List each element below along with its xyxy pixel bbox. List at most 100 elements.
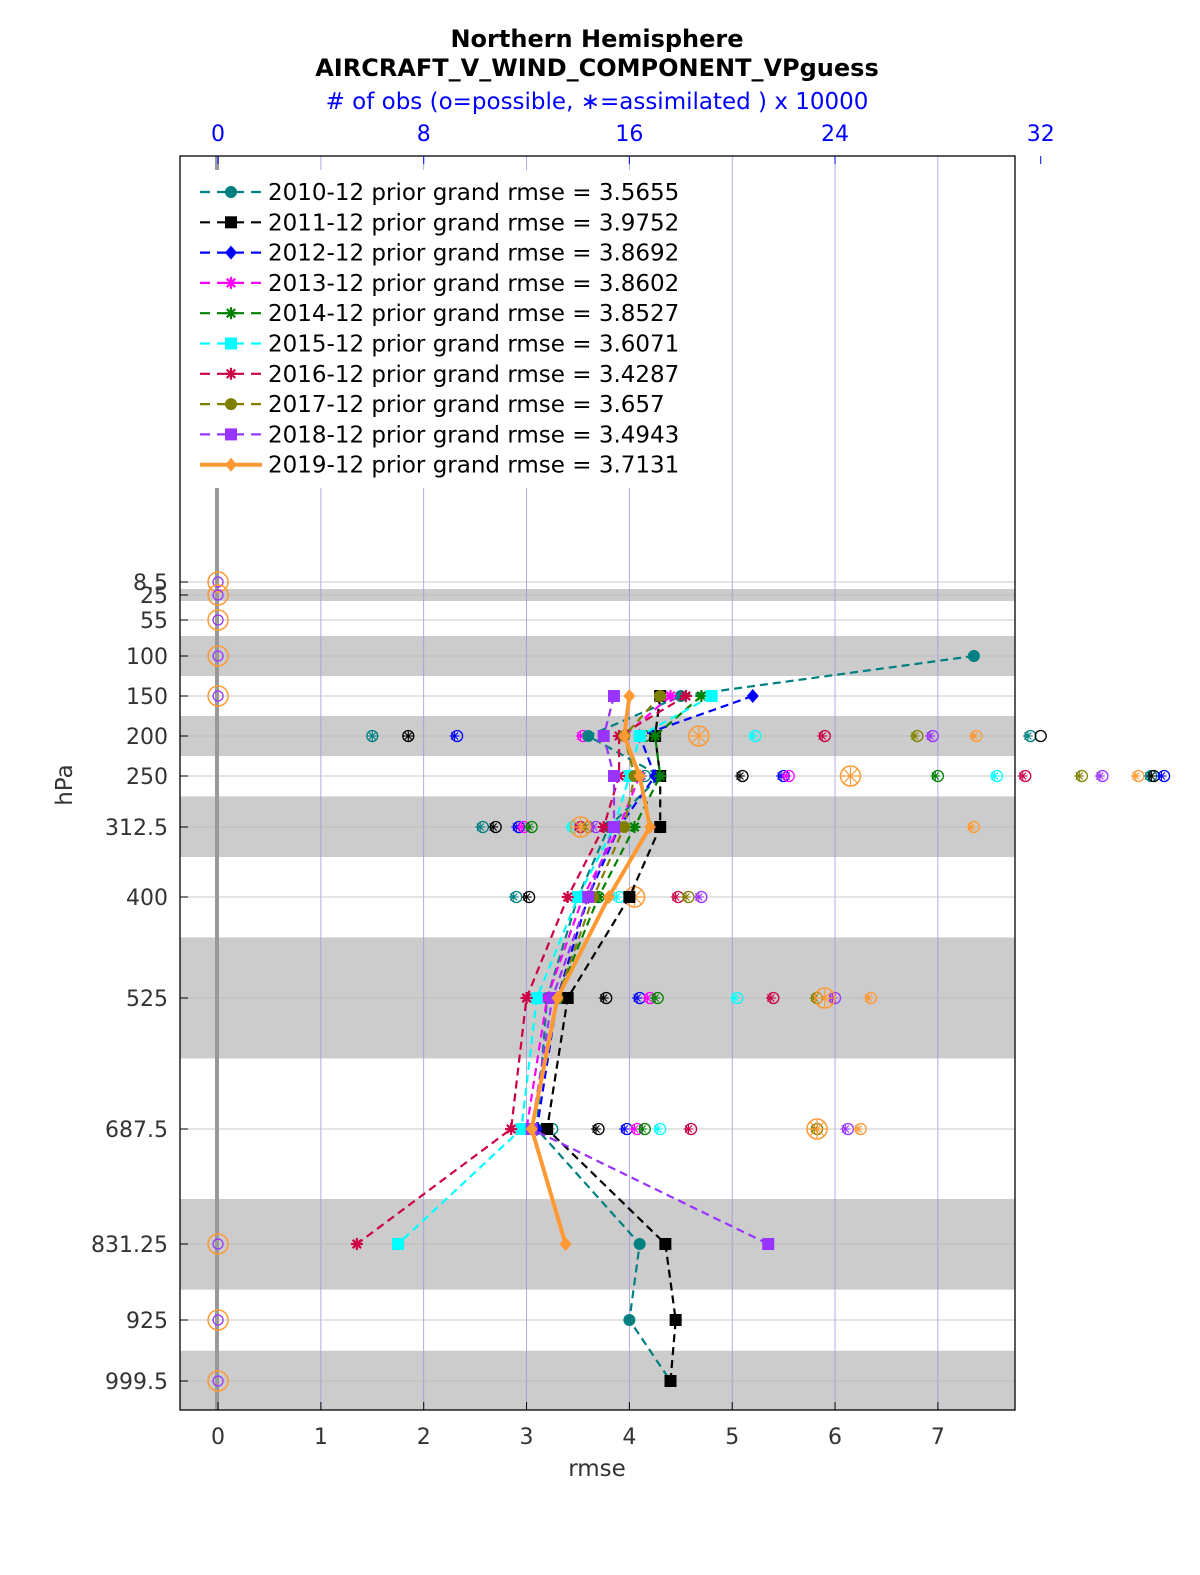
legend-item: 2011-12 prior grand rmse = 3.9752	[200, 210, 679, 236]
obs-assimilated	[652, 1124, 663, 1134]
obs-assimilated	[650, 993, 661, 1003]
y-tick-label: 312.5	[105, 816, 168, 841]
data-point	[530, 992, 543, 1004]
obs-assimilated	[680, 892, 691, 902]
top-tick-label: 0	[211, 122, 225, 147]
obs-stroke	[525, 823, 534, 831]
y-tick-label: 687.5	[105, 1118, 168, 1143]
legend-box	[190, 170, 730, 488]
data-point	[705, 690, 718, 702]
legend-item: 2014-12 prior grand rmse = 3.8527	[200, 301, 679, 327]
x-axis-label: rmse	[568, 1456, 626, 1482]
point-core	[228, 371, 234, 377]
data-point	[561, 992, 574, 1004]
legend-item: 2019-12 prior grand rmse = 3.7131	[200, 453, 679, 479]
obs-stroke	[748, 732, 757, 740]
data-point	[649, 730, 662, 742]
obs-possible-zero	[207, 1233, 229, 1255]
obs-assimilated	[1022, 731, 1033, 741]
series-line	[529, 695, 653, 1245]
point-core	[564, 894, 571, 900]
data-point	[679, 690, 692, 702]
data-point	[664, 690, 677, 702]
obs-possible-zero	[207, 1370, 229, 1392]
data-point	[695, 690, 708, 702]
y-tick-label: 25	[140, 584, 168, 609]
point-core	[631, 824, 638, 830]
series-2019-12	[525, 689, 656, 1251]
obs-assimilated	[925, 731, 936, 741]
obs-possible-small	[212, 690, 224, 702]
obs-assimilated	[747, 731, 758, 741]
obs-assimilated	[683, 1124, 694, 1134]
obs-stroke	[653, 1125, 662, 1133]
obs-assimilated	[632, 993, 643, 1003]
obs-stroke	[620, 1125, 629, 1133]
obs-assimilated	[989, 771, 1000, 781]
obs-assimilated	[521, 892, 532, 902]
obs-assimilated-total	[808, 1120, 827, 1138]
y-tick-label: 8.5	[133, 571, 168, 596]
obs-stroke	[489, 823, 498, 831]
y-tick-label: 400	[126, 886, 168, 911]
obs-assimilated	[403, 731, 414, 741]
data-point	[607, 690, 620, 702]
point-core	[600, 824, 607, 830]
obs-assimilated	[637, 1124, 648, 1134]
y-tick-label: 999.5	[105, 1370, 168, 1395]
data-point	[225, 428, 237, 441]
data-point	[633, 730, 646, 742]
obs-stroke	[612, 893, 621, 901]
series-2012-12	[530, 689, 759, 1136]
obs-stroke	[684, 1125, 693, 1133]
obs-stroke	[841, 1125, 850, 1133]
legend-label: 2016-12 prior grand rmse = 3.4287	[268, 362, 679, 388]
y-tick-label: 200	[126, 725, 168, 750]
obs-assimilated	[367, 731, 378, 741]
obs-stroke	[573, 820, 588, 834]
x-tick-label: 3	[520, 1425, 534, 1450]
data-point	[643, 820, 656, 834]
obs-stroke	[671, 893, 680, 901]
obs-stroke	[818, 732, 827, 740]
obs-possible-small	[212, 1238, 224, 1250]
series-line	[530, 695, 769, 1245]
obs-assimilated	[765, 993, 776, 1003]
obs-stroke	[643, 994, 652, 1002]
legend-item: 2018-12 prior grand rmse = 3.4943	[200, 422, 679, 448]
y-tick-label: 55	[140, 609, 168, 634]
x-tick-label: 1	[314, 1425, 328, 1450]
series-line	[535, 694, 754, 1130]
point-core	[228, 280, 234, 286]
point-core	[354, 1241, 360, 1247]
obs-stroke	[766, 994, 775, 1002]
obs-possible	[402, 729, 415, 743]
y-tick-label: 100	[126, 645, 168, 670]
obs-stroke	[522, 893, 531, 901]
data-point	[618, 821, 631, 833]
plot-frame	[179, 155, 1016, 1411]
data-point	[628, 821, 641, 833]
obs-stroke	[589, 823, 598, 831]
top-axis-label: # of obs (o=possible, ∗=assimilated ) x …	[326, 89, 869, 115]
obs-stroke	[810, 1122, 824, 1136]
legend-label: 2018-12 prior grand rmse = 3.4943	[268, 422, 679, 448]
data-point	[654, 770, 667, 782]
top-tick-label: 24	[821, 122, 849, 147]
top-tick-label: 32	[1027, 122, 1055, 147]
point-core	[523, 995, 530, 1001]
data-point	[225, 276, 237, 289]
data-point	[225, 245, 237, 260]
legend-item: 2017-12 prior grand rmse = 3.657	[200, 392, 665, 418]
point-core	[652, 733, 658, 739]
obs-stroke	[1147, 772, 1156, 780]
legend-label: 2010-12 prior grand rmse = 3.5655	[268, 180, 679, 206]
y-axis-label: hPa	[52, 764, 78, 806]
data-point	[618, 729, 631, 743]
top-tick-label: 8	[417, 122, 431, 147]
y-tick-label: 525	[126, 987, 168, 1012]
obs-assimilated	[590, 1124, 601, 1134]
point-core	[228, 310, 234, 316]
obs-stroke	[476, 823, 485, 831]
obs-possible-small	[212, 589, 224, 601]
